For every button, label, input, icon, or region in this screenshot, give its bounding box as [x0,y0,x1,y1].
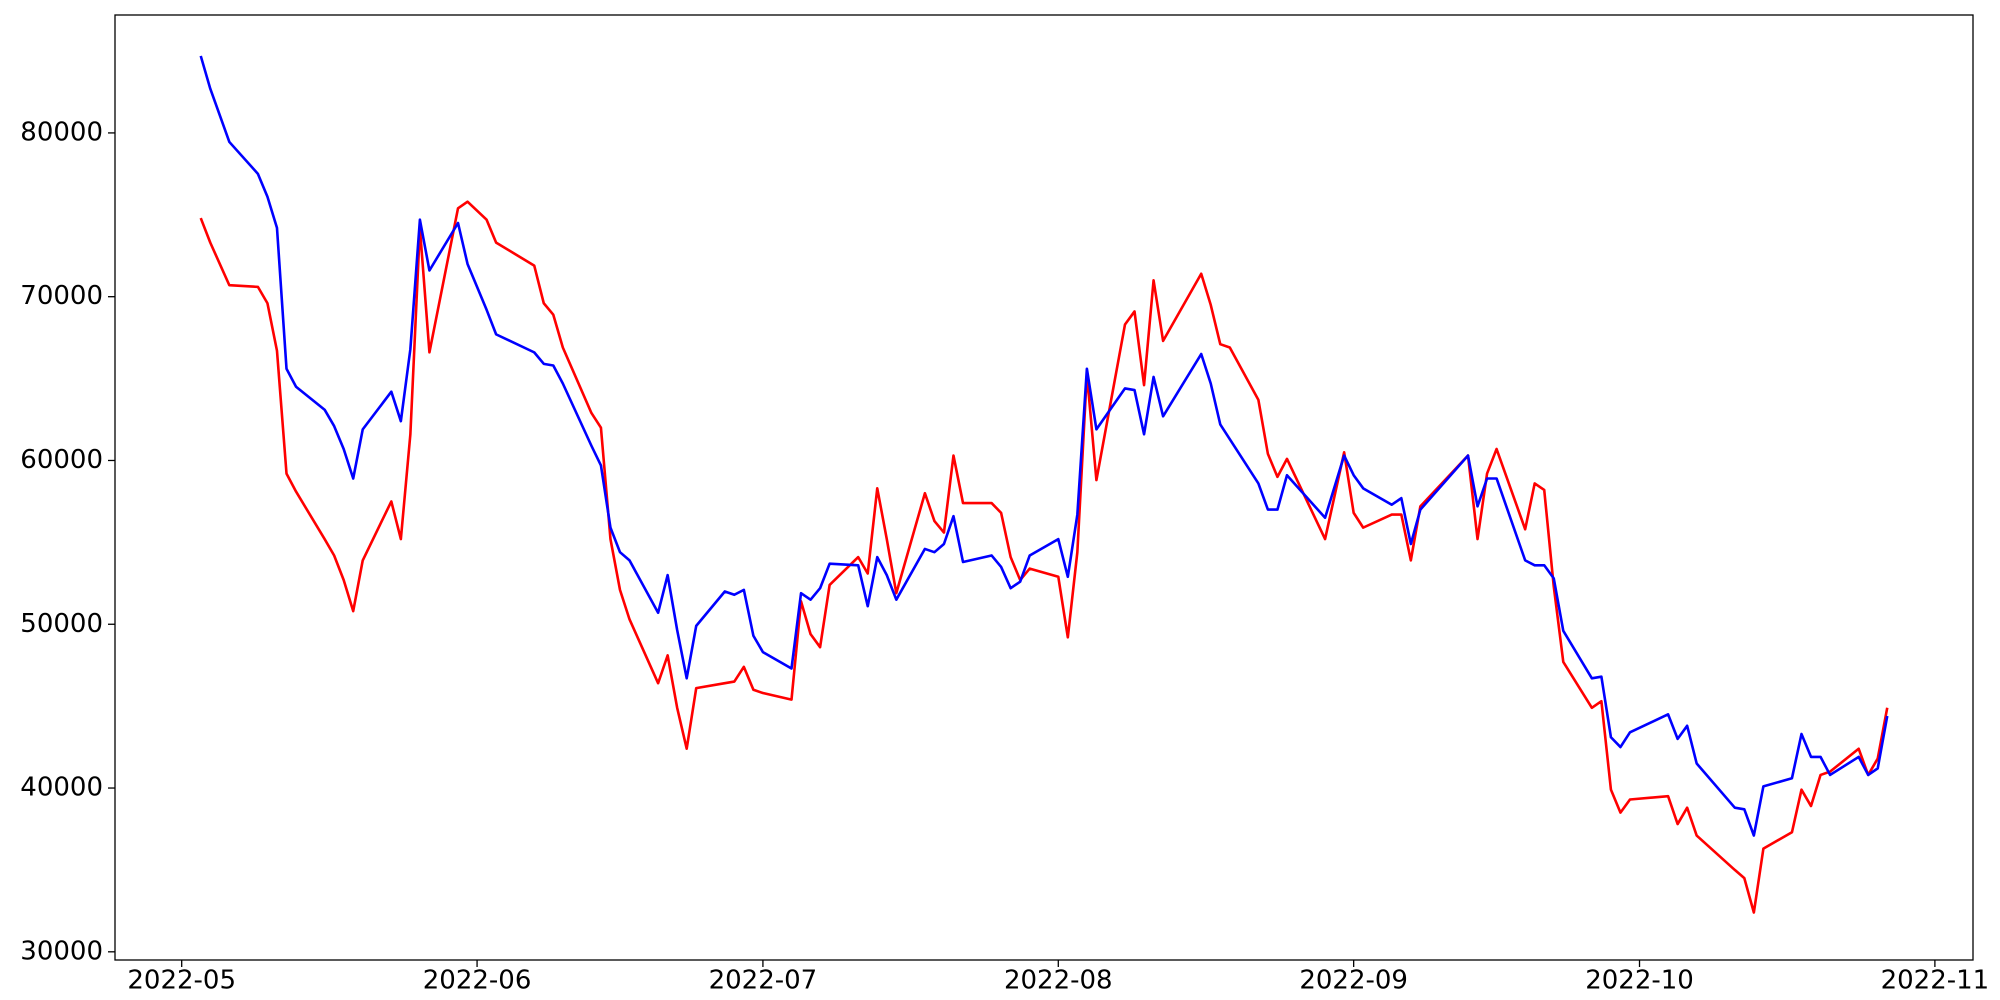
x-tick-label: 2022-08 [1004,966,1113,996]
data-line [199,55,1889,837]
x-tick-label: 2022-11 [1881,966,1990,996]
x-tick-label: 2022-09 [1299,966,1408,996]
x-tick-label: 2022-10 [1585,966,1694,996]
plot-frame [114,14,1974,961]
x-tick-label: 2022-06 [423,966,532,996]
y-tick-label: 40000 [20,773,103,803]
x-tick-label: 2022-07 [709,966,818,996]
data-line [199,200,1889,914]
y-tick-label: 60000 [20,445,103,475]
y-tick-label: 70000 [20,281,103,311]
x-tick-label: 2022-05 [127,966,236,996]
y-tick-label: 80000 [20,117,103,147]
y-tick-label: 50000 [20,609,103,639]
y-tick-label: 30000 [20,936,103,966]
